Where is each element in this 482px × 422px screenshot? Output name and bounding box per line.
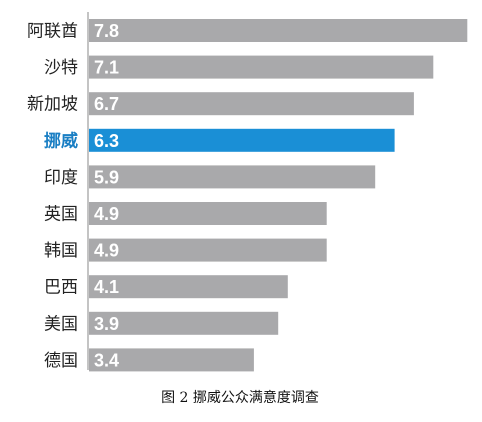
bar-9 [89, 311, 279, 335]
category-label-9: 美国 [44, 314, 78, 334]
value-label-7: 4.9 [94, 241, 119, 261]
bar-1 [89, 19, 468, 42]
category-label-1: 阿联酋 [27, 22, 78, 42]
category-label-4: 挪威 [44, 130, 78, 151]
chart-caption: 图 2 挪威公众满意度调查 [161, 389, 319, 406]
category-label-10: 德国 [44, 351, 78, 371]
bars-layer [89, 19, 468, 372]
category-label-2: 沙特 [44, 58, 78, 78]
category-label-5: 印度 [44, 168, 78, 188]
value-label-10: 3.4 [94, 350, 119, 370]
category-label-3: 新加坡 [27, 95, 78, 115]
value-label-6: 4.9 [94, 204, 119, 224]
value-label-1: 7.8 [94, 21, 119, 41]
bar-4 [89, 128, 395, 152]
value-label-8: 4.1 [94, 277, 119, 297]
value-labels-layer: 7.8 7.1 6.7 6.3 5.9 4.9 4.9 4.1 3.9 3.4 [94, 21, 119, 370]
bar-5 [89, 165, 376, 189]
value-label-4: 6.3 [94, 131, 119, 151]
bar-7 [89, 238, 327, 262]
bar-2 [89, 55, 434, 79]
value-label-2: 7.1 [94, 58, 119, 78]
value-label-3: 6.7 [94, 94, 119, 114]
category-label-8: 巴西 [44, 278, 78, 298]
bar-10 [89, 348, 254, 372]
category-label-7: 韩国 [44, 241, 78, 261]
bar-8 [89, 275, 288, 299]
category-label-6: 英国 [44, 205, 78, 225]
bar-6 [89, 202, 327, 225]
value-label-9: 3.9 [94, 314, 119, 334]
value-label-5: 5.9 [94, 167, 119, 187]
bar-3 [89, 92, 414, 116]
